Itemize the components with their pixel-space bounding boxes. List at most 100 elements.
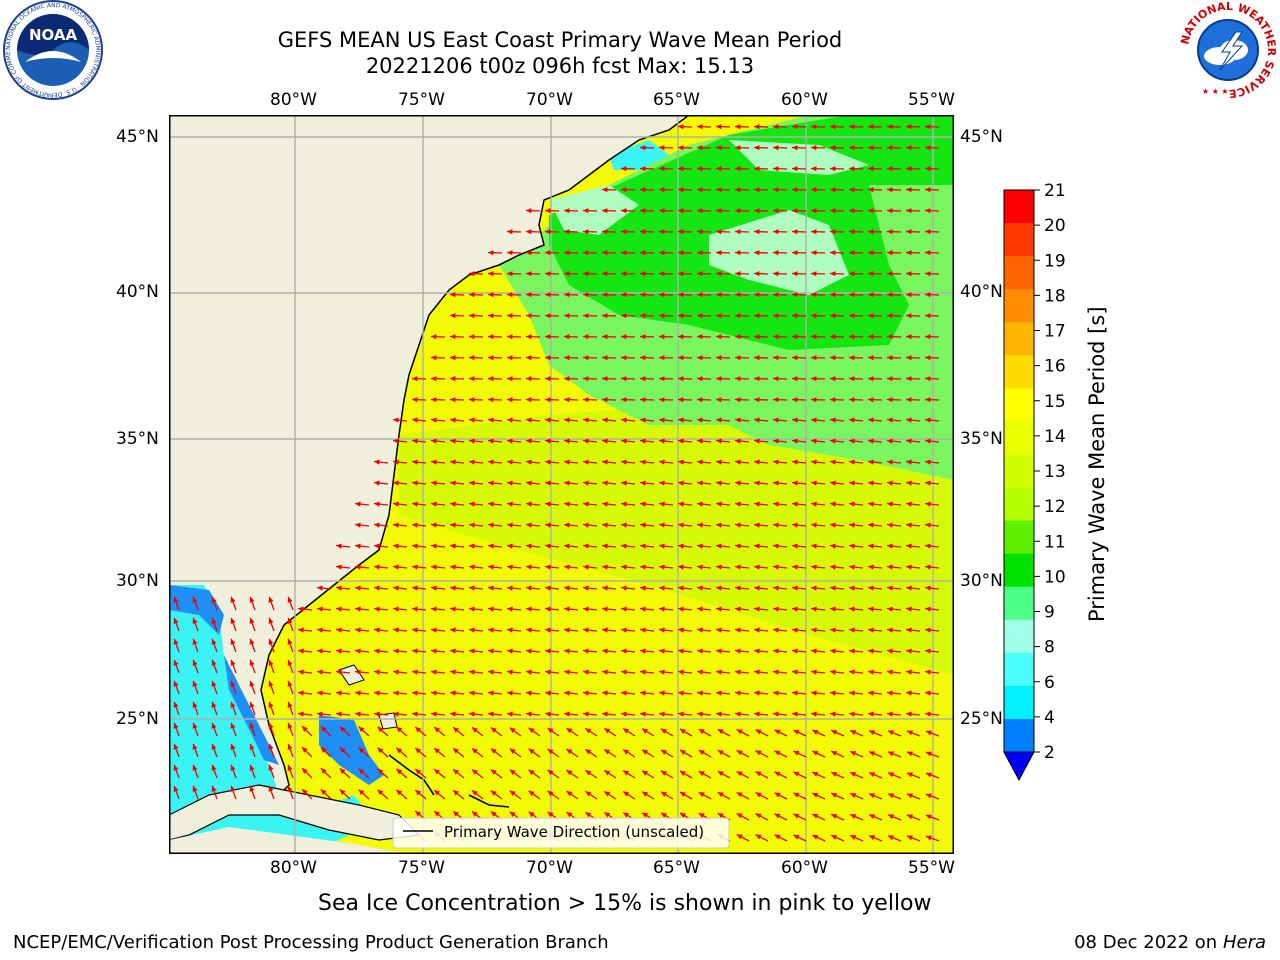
wave-arrow-head — [642, 728, 649, 734]
wave-arrow-head — [336, 669, 342, 675]
wave-arrow-head — [773, 606, 779, 612]
wave-arrow-head — [336, 627, 342, 633]
wave-arrow-head — [453, 790, 459, 796]
colorbar-extension — [1003, 751, 1035, 782]
wave-arrow-head — [287, 764, 293, 771]
wave-arrow-head — [471, 811, 478, 817]
wave-arrow-head — [230, 764, 236, 771]
wave-arrow-head — [659, 145, 665, 151]
wave-arrow-head — [642, 791, 649, 797]
map-legend: Primary Wave Direction (unscaled) — [392, 817, 730, 849]
wave-arrow-head — [192, 743, 198, 750]
colorbar-block — [1004, 190, 1034, 224]
wave-arrow-head — [287, 659, 293, 666]
wave-arrow-head — [849, 229, 855, 235]
wave-arrow-head — [754, 166, 760, 172]
wave-arrow-head — [868, 522, 874, 528]
wave-arrow-head — [585, 812, 592, 818]
wave-arrow-head — [868, 376, 874, 382]
colorbar: 21 20 19 18 17 16 15 14 13 12 11 10 9 8 6 4 2 — [1003, 181, 1066, 782]
wave-arrow-head — [925, 606, 931, 612]
wave-arrow-head — [488, 313, 494, 319]
wave-arrow-head — [887, 711, 893, 717]
wave-arrow-head — [735, 459, 741, 465]
wave-arrow-head — [868, 480, 874, 486]
wave-arrow-head — [173, 617, 179, 624]
wave-arrow-head — [192, 596, 198, 603]
wave-arrow-head — [678, 438, 684, 444]
wave-arrow-head — [811, 229, 817, 235]
wave-arrow-head — [735, 690, 741, 696]
wave-arrow-head — [507, 459, 513, 465]
wave-arrow-head — [431, 438, 437, 444]
wave-arrow-head — [678, 355, 684, 361]
wave-arrow-head — [697, 376, 703, 382]
wave-arrow-head — [621, 250, 627, 256]
wave-arrow-head — [640, 187, 646, 193]
wave-arrow-head — [528, 748, 535, 755]
legend-label: Primary Wave Direction (unscaled) — [444, 823, 704, 841]
wave-arrow-head — [640, 648, 646, 654]
wave-arrow-head — [545, 669, 551, 675]
wave-arrow-head — [450, 606, 456, 612]
wave-arrow-head — [850, 793, 857, 798]
wave-arrow-head — [211, 764, 217, 771]
wave-arrow-head — [564, 648, 570, 654]
wave-arrow-head — [887, 690, 893, 696]
wave-arrow-head — [678, 313, 684, 319]
wave-arrow-head — [754, 208, 760, 214]
wave-arrow-head — [774, 792, 781, 798]
wave-arrow-head — [754, 690, 760, 696]
wave-arrow-head — [697, 459, 703, 465]
lon-label-80w-bottom: 80°W — [270, 858, 317, 878]
wave-arrow-head — [268, 638, 274, 645]
wave-arrow-head — [604, 791, 611, 797]
wave-arrow-head — [773, 627, 779, 633]
wave-arrow-head — [850, 814, 857, 819]
wave-arrow-head — [869, 730, 876, 736]
wave-arrow-head — [811, 271, 817, 277]
wave-arrow-head — [564, 376, 570, 382]
wave-arrow-head — [906, 187, 912, 193]
wave-arrow-head — [868, 669, 874, 675]
wave-arrow-head — [602, 480, 608, 486]
wave-arrow-head — [545, 376, 551, 382]
wave-arrow-head — [811, 690, 817, 696]
wave-arrow-head — [887, 438, 893, 444]
wave-arrow-head — [396, 747, 403, 754]
wave-arrow-head — [602, 627, 608, 633]
wave-arrow-head — [488, 522, 494, 528]
wave-arrow-head — [792, 711, 798, 717]
wave-arrow-head — [811, 522, 817, 528]
wave-arrow-head — [849, 417, 855, 423]
wave-arrow-head — [545, 334, 551, 340]
footer-date: 08 Dec 2022 on — [1074, 932, 1218, 953]
wave-arrow-head — [849, 564, 855, 570]
wave-arrow-head — [735, 606, 741, 612]
wave-arrow-head — [469, 564, 475, 570]
wave-arrow-head — [640, 292, 646, 298]
colorbar-tick-label: 9 — [1044, 603, 1055, 623]
wave-arrow-head — [773, 669, 779, 675]
wave-arrow-head — [471, 790, 478, 796]
wave-arrow-head — [850, 751, 857, 756]
wave-arrow-head — [469, 543, 475, 549]
wave-arrow-head — [249, 659, 255, 666]
wave-arrow-head — [623, 791, 630, 797]
wave-arrow-head — [528, 811, 535, 818]
wave-arrow-head — [602, 187, 608, 193]
wave-arrow-head — [566, 749, 573, 755]
wave-arrow-head — [925, 292, 931, 298]
wave-arrow-head — [716, 334, 722, 340]
wave-arrow-head — [602, 564, 608, 570]
wave-arrow-head — [450, 501, 456, 507]
wave-arrow-head — [192, 680, 198, 687]
ocean-gulf-blue-coast — [224, 655, 279, 765]
noaa-logo-text: NOAA — [29, 26, 78, 44]
wave-arrow-head — [583, 606, 589, 612]
wave-arrow-head — [754, 522, 760, 528]
wave-arrow-head — [792, 690, 798, 696]
wave-arrow-head — [268, 617, 274, 624]
wave-arrow-head — [716, 438, 722, 444]
wave-arrow-head — [868, 711, 874, 717]
